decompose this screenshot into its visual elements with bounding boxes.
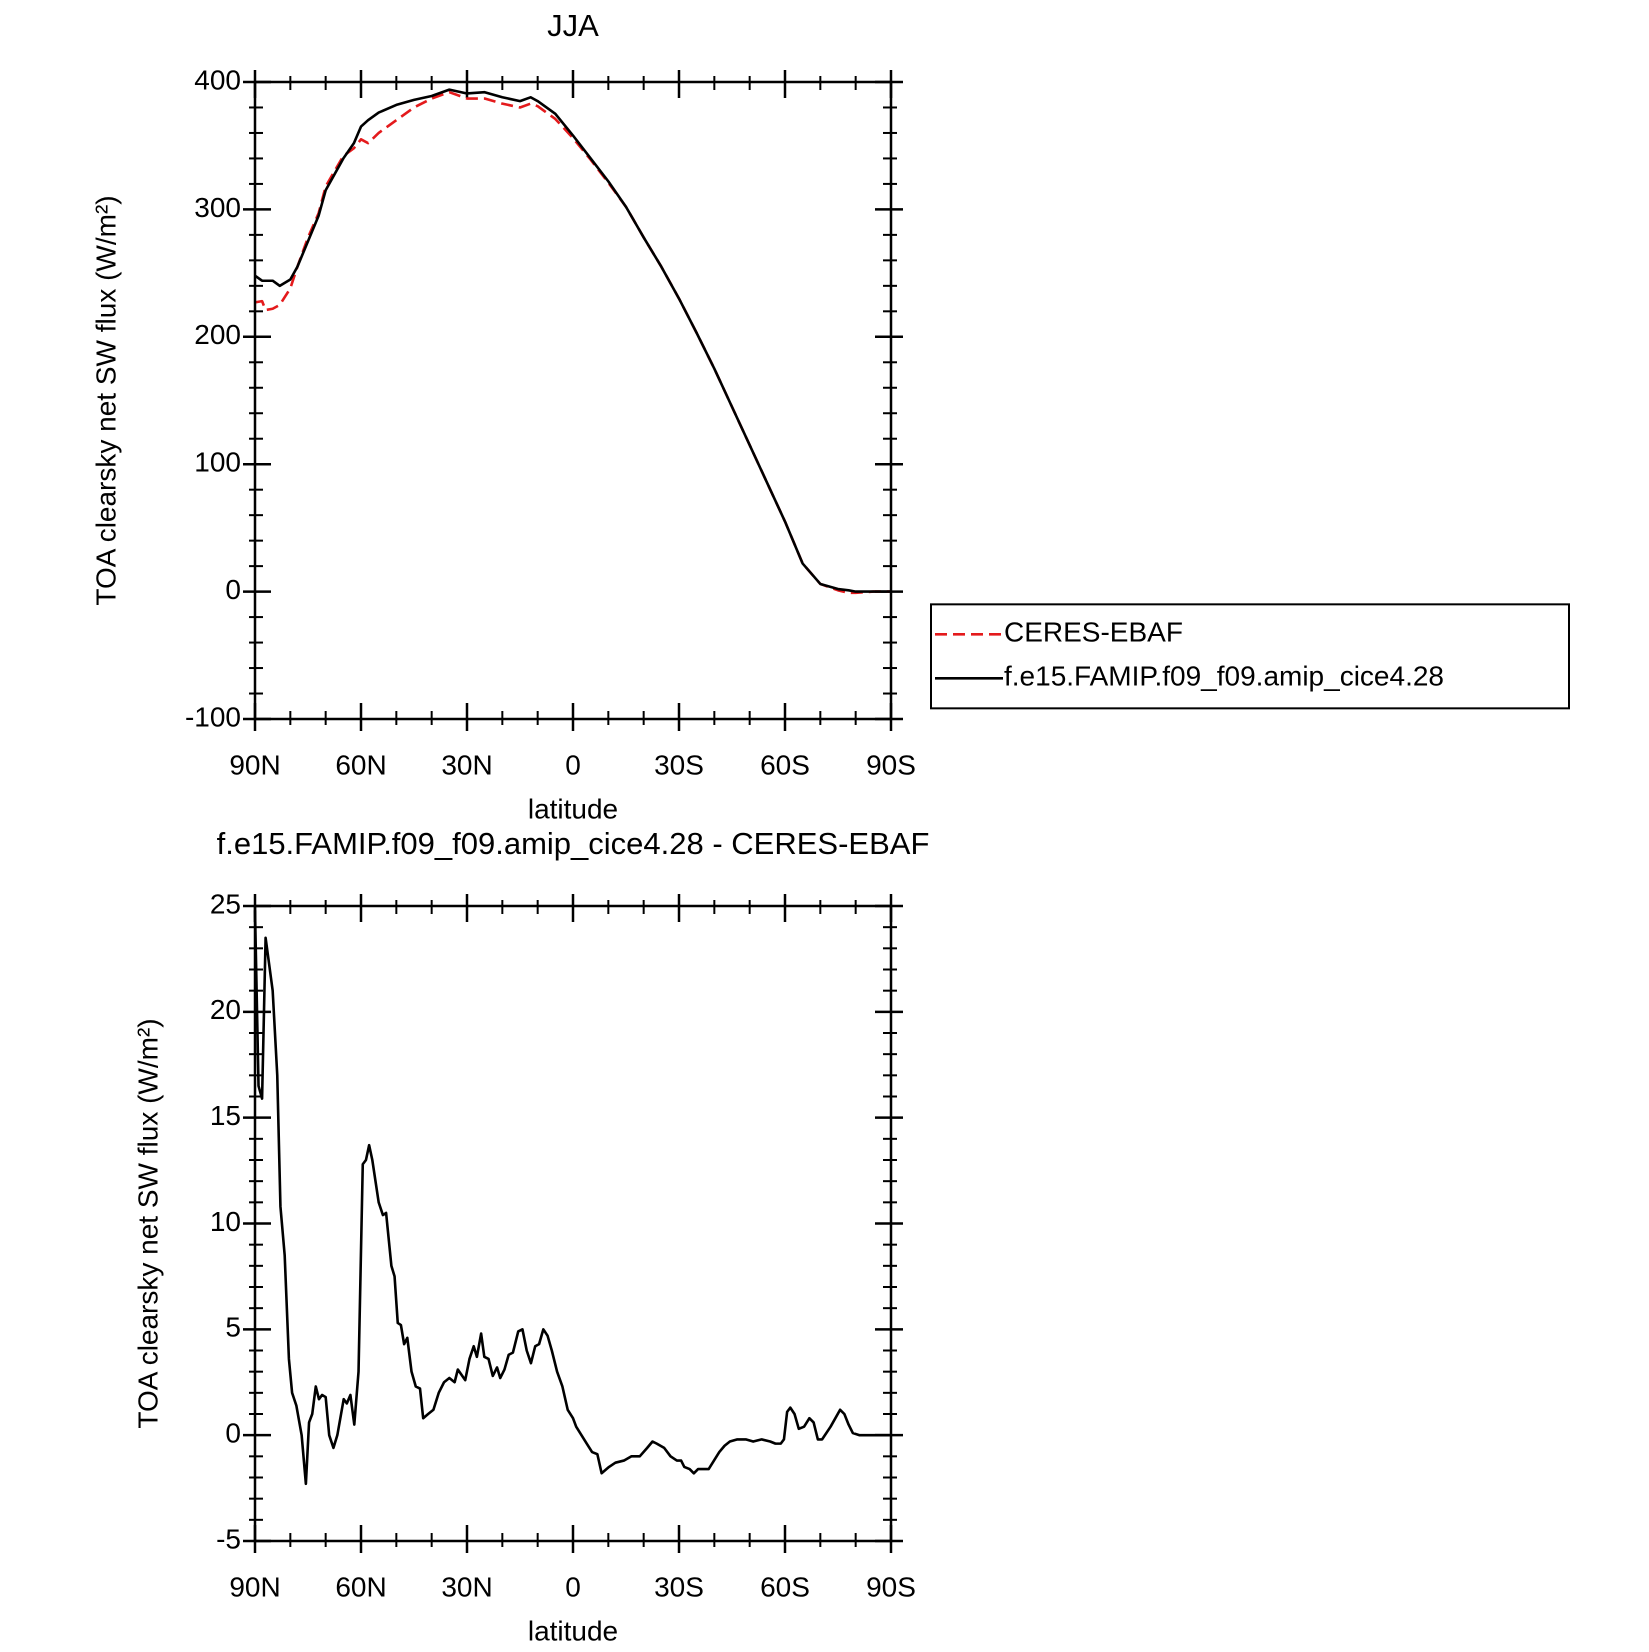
legend-box xyxy=(930,603,1570,710)
x-tick-label: 30N xyxy=(441,1571,492,1602)
plot-frame xyxy=(253,904,893,1543)
x-axis-label: latitude xyxy=(528,1615,618,1646)
y-tick-label: 0 xyxy=(225,1418,241,1449)
x-tick-label: 30N xyxy=(441,749,492,780)
data-line xyxy=(253,910,891,1486)
x-tick-label: 0 xyxy=(565,1571,581,1602)
x-tick-label: 90N xyxy=(229,1571,280,1602)
chart-title: JJA xyxy=(547,8,599,43)
data-line xyxy=(254,88,891,593)
y-tick-label: -5 xyxy=(216,1523,241,1554)
x-tick-label: 0 xyxy=(565,749,581,780)
x-tick-label: 90S xyxy=(866,749,916,780)
chart-title: f.e15.FAMIP.f09_f09.amip_cice4.28 - CERE… xyxy=(217,826,930,861)
x-tick-label: 60S xyxy=(760,1571,810,1602)
x-tick-label: 60N xyxy=(335,1571,386,1602)
y-tick-label: 200 xyxy=(194,319,241,350)
y-tick-label: 25 xyxy=(210,888,241,919)
x-tick-label: 90N xyxy=(229,749,280,780)
y-tick-label: 100 xyxy=(194,447,241,478)
y-tick-label: 400 xyxy=(194,64,241,95)
y-tick-label: -100 xyxy=(185,701,241,732)
y-tick-label: 5 xyxy=(225,1312,241,1343)
x-tick-label: 30S xyxy=(654,1571,704,1602)
y-tick-label: 300 xyxy=(194,192,241,223)
y-tick-label: 10 xyxy=(210,1206,241,1237)
y-tick-label: 20 xyxy=(210,994,241,1025)
x-tick-label: 60S xyxy=(760,749,810,780)
x-axis-label: latitude xyxy=(528,793,618,824)
y-axis-label: TOA clearsky net SW flux (W/m²) xyxy=(132,1018,163,1428)
x-tick-label: 60N xyxy=(335,749,386,780)
x-tick-label: 30S xyxy=(654,749,704,780)
legend-label: f.e15.FAMIP.f09_f09.amip_cice4.28 xyxy=(1004,661,1444,692)
plot-frame xyxy=(253,80,893,721)
y-tick-label: 15 xyxy=(210,1100,241,1131)
data-line xyxy=(254,90,891,595)
y-tick-label: 0 xyxy=(225,574,241,605)
y-axis-label: TOA clearsky net SW flux (W/m²) xyxy=(90,195,121,605)
x-tick-label: 90S xyxy=(866,1571,916,1602)
legend-label: CERES-EBAF xyxy=(1004,617,1183,648)
